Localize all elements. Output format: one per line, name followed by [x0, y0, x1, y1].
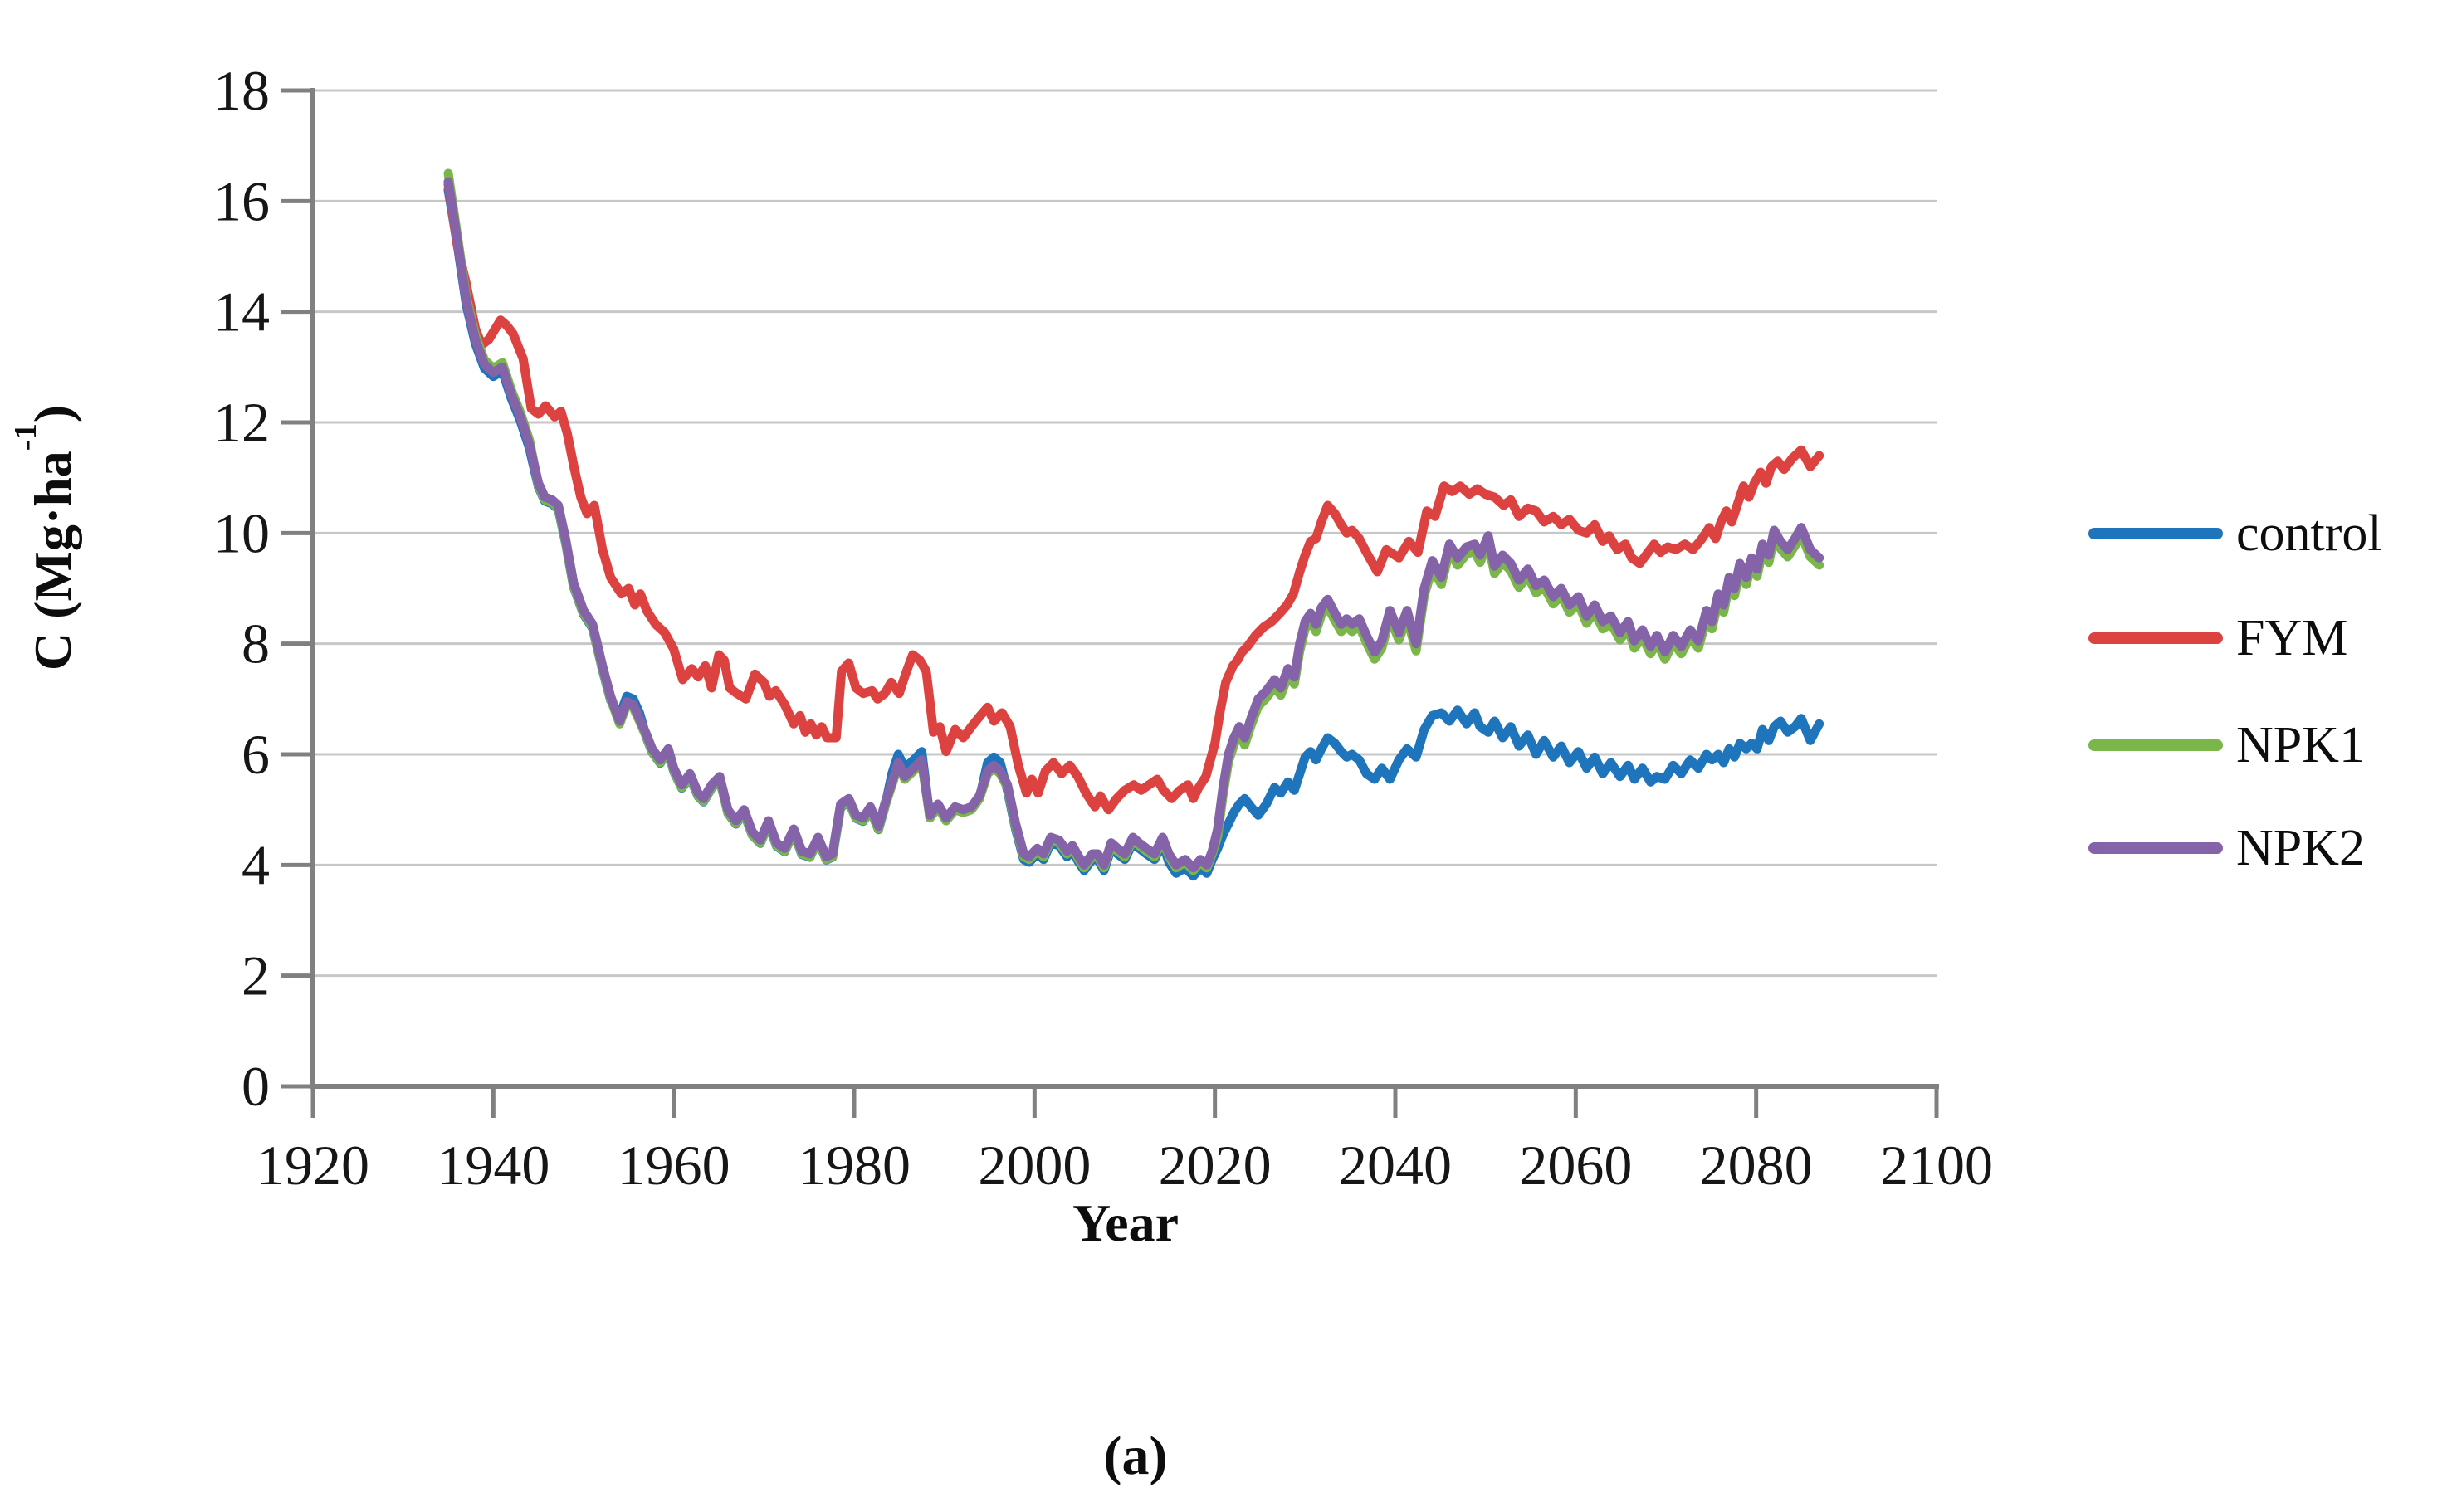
x-tick-label: 1980: [798, 1134, 911, 1197]
y-tick-label: 18: [213, 59, 270, 122]
legend-label-NPK2: NPK2: [2236, 820, 2366, 876]
y-tick-label: 4: [242, 833, 270, 896]
x-tick-label: 2040: [1339, 1134, 1452, 1197]
series-line-FYM: [443, 179, 1824, 815]
x-tick-label: 2100: [1880, 1134, 1993, 1197]
x-tick-label: 1920: [256, 1134, 369, 1197]
legend-label-NPK1: NPK1: [2236, 717, 2366, 773]
y-axis-title-text: C (Mg·ha: [23, 451, 82, 671]
figure-caption-label: (a): [1103, 1426, 1168, 1486]
legend-item-FYM: FYM: [2088, 607, 2347, 670]
x-axis-title: Year: [1072, 1193, 1179, 1252]
x-tick-label: 1960: [618, 1134, 730, 1197]
y-tick-label: 0: [242, 1055, 270, 1118]
legend-swatch-control: [2088, 528, 2223, 539]
legend-swatch-NPK1: [2088, 739, 2223, 751]
legend-item-control: control: [2088, 502, 2382, 565]
x-tick-label: 2000: [978, 1134, 1091, 1197]
y-tick-label: 12: [213, 391, 270, 454]
legend-item-NPK1: NPK1: [2088, 714, 2365, 777]
legend-swatch-FYM: [2088, 632, 2223, 644]
x-tick-label: 2060: [1519, 1134, 1632, 1197]
y-tick-label: 6: [242, 723, 270, 786]
y-tick-label: 2: [242, 944, 270, 1007]
y-axis-title-close: ): [23, 404, 82, 423]
legend-label-FYM: FYM: [2236, 610, 2348, 666]
y-axis-title-superscript: -1: [8, 422, 44, 451]
y-axis-title: C (Mg·ha-1): [8, 404, 84, 671]
legend-label-control: control: [2236, 505, 2382, 562]
y-tick-label: 8: [242, 612, 270, 676]
y-tick-label: 10: [213, 501, 270, 564]
x-tick-label: 1940: [437, 1134, 550, 1197]
y-tick-label: 14: [213, 280, 270, 344]
series-line-NPK2: [443, 177, 1824, 873]
legend-item-NPK2: NPK2: [2088, 817, 2365, 880]
y-tick-label: 16: [213, 169, 270, 232]
x-tick-label: 2020: [1159, 1134, 1272, 1197]
x-tick-label: 2080: [1700, 1134, 1813, 1197]
legend-swatch-NPK2: [2088, 842, 2223, 854]
